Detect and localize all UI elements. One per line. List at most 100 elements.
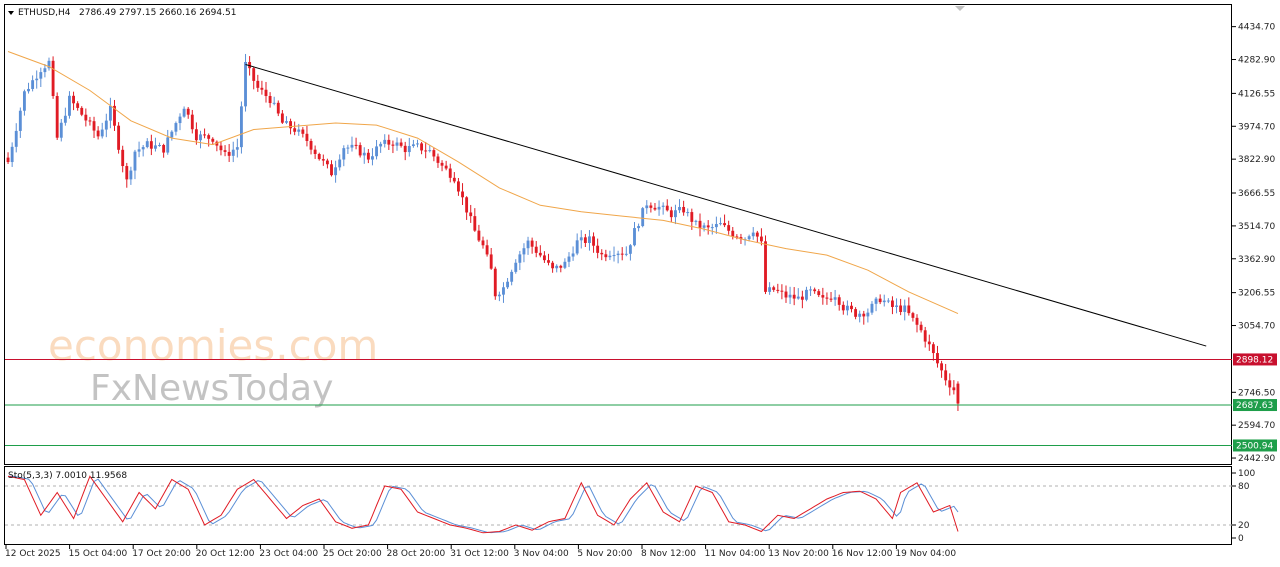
candle-body (530, 240, 534, 247)
candle-body (121, 149, 125, 167)
candle-body (424, 150, 428, 152)
time-axis: 12 Oct 2025 15 Oct 04:00 17 Oct 20:00 20 Oc… (5, 545, 956, 559)
candle-body (276, 102, 280, 114)
candle-body (915, 317, 919, 325)
candle-body (682, 206, 686, 213)
candles (6, 53, 960, 411)
candle-body (506, 281, 509, 288)
candle-body (723, 223, 727, 226)
candle-body (931, 344, 935, 354)
price-axis-tick-label: 2746.50 (1238, 388, 1275, 398)
stochastic-level-lines (5, 485, 1232, 526)
level-price-label: 2500.94 (1236, 441, 1273, 451)
candle-body (604, 254, 608, 258)
candle-body (215, 141, 219, 146)
candle-body (6, 157, 10, 163)
candle-body (788, 294, 792, 298)
candle-body (182, 108, 186, 117)
candle-body (260, 87, 264, 90)
trend-line[interactable] (245, 63, 1207, 347)
candle-body (747, 236, 751, 240)
candle-body (899, 305, 903, 312)
candle-body (72, 95, 75, 104)
candle-body (10, 146, 14, 163)
candle-body (641, 208, 645, 227)
candle-body (612, 255, 616, 257)
candle-body (51, 60, 55, 97)
candle-body (895, 305, 898, 307)
candle-body (125, 166, 129, 180)
candle-body (420, 143, 424, 151)
candle-body (780, 290, 784, 292)
candle-body (379, 143, 383, 147)
candle-body (817, 291, 821, 296)
candle-body (92, 121, 96, 131)
candle-body (268, 96, 272, 104)
candle-body (457, 181, 460, 192)
candle-body (285, 121, 288, 123)
candle-body (387, 139, 391, 145)
price-axis-tick-label: 3974.70 (1238, 122, 1275, 132)
candle-body (739, 237, 743, 240)
candle-body (948, 380, 952, 388)
candle-body (272, 102, 276, 104)
watermark-line1: economies.com (48, 321, 378, 370)
candle-body (141, 147, 145, 150)
candle-body (22, 91, 26, 111)
candle-body (518, 254, 522, 263)
candle-body (534, 246, 538, 253)
price-axis-tick-label: 3666.55 (1238, 189, 1275, 199)
candle-body (350, 144, 354, 148)
level-price-tag (1233, 399, 1277, 412)
candle-body (588, 236, 591, 243)
price-axis-tick-label: 3362.90 (1238, 255, 1275, 265)
stochastic-signal-line (8, 475, 959, 534)
candle-body (702, 225, 706, 228)
candle-body (137, 149, 141, 152)
candle-body (649, 205, 653, 208)
price-axis-tick-label: 4282.90 (1238, 56, 1275, 66)
candle-body (669, 210, 673, 218)
candle-body (256, 80, 260, 88)
candle-body (289, 121, 292, 129)
candle-body (448, 168, 452, 178)
level-price-tag (1233, 353, 1277, 366)
candle-body (706, 225, 710, 228)
chart-shift-marker[interactable] (955, 6, 965, 11)
candle-body (510, 271, 514, 282)
candle-body (170, 131, 174, 138)
candle-body (907, 305, 911, 314)
candle-body (231, 149, 235, 156)
candle-body (919, 324, 923, 331)
candle-body (805, 289, 808, 300)
candle-body (43, 68, 47, 73)
candle-body (845, 305, 849, 311)
candle-body (469, 212, 473, 217)
candle-body (211, 138, 215, 142)
candle-body (493, 268, 497, 297)
candle-body (952, 387, 956, 391)
candle-body (600, 252, 604, 255)
candle-body (911, 313, 915, 318)
candle-body (59, 122, 63, 138)
candle-body (829, 298, 833, 300)
candle-body (645, 205, 649, 209)
candle-body (313, 149, 317, 154)
candle-body (18, 110, 22, 131)
candle-body (850, 305, 853, 310)
symbol-menu-icon[interactable] (8, 11, 14, 15)
candle-body (661, 205, 665, 207)
time-axis-tick-label: 5 Nov 20:00 (577, 549, 632, 559)
candle-body (821, 295, 825, 298)
candle-body (579, 237, 583, 241)
candle-body (432, 150, 436, 157)
candle-body (542, 255, 546, 261)
candle-body (399, 142, 403, 146)
candle-body (440, 162, 444, 166)
candle-body (751, 232, 755, 237)
candle-body (686, 212, 690, 214)
candle-body (317, 153, 321, 160)
time-axis-tick-label: 28 Oct 20:00 (387, 549, 446, 559)
stochastic-main-line (7, 475, 959, 534)
candle-body (755, 232, 759, 237)
